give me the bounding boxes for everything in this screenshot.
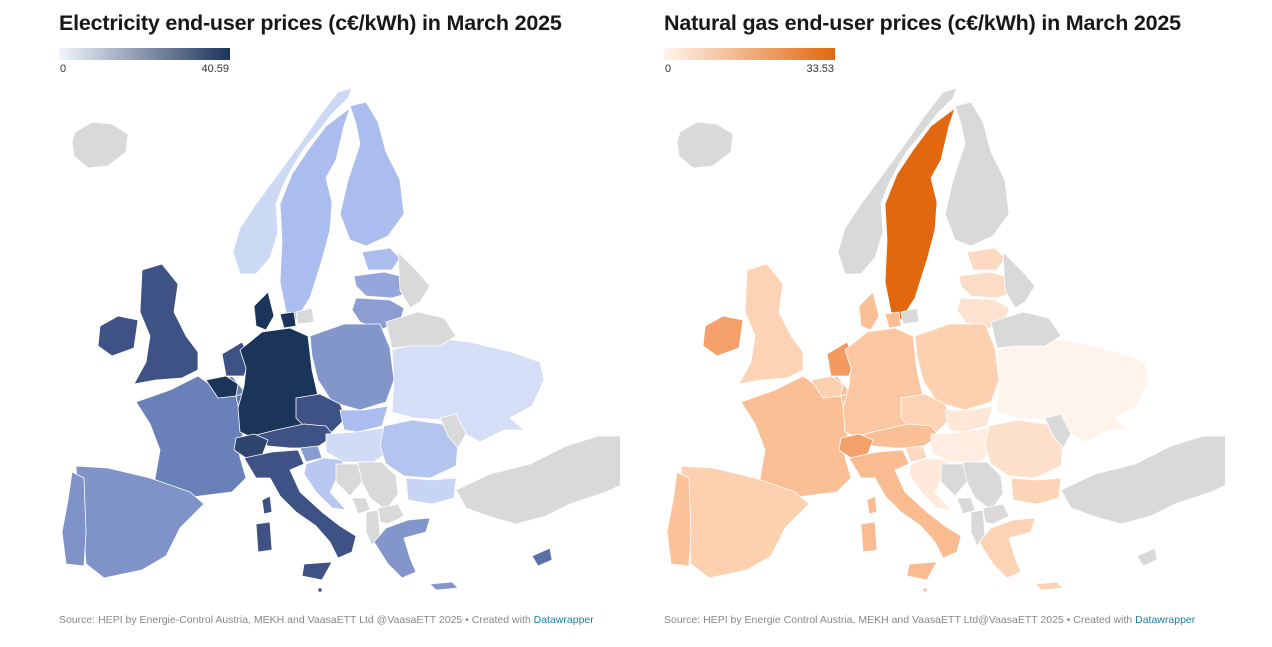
country-romania[interactable] (984, 419, 1064, 479)
country-belgium[interactable] (810, 375, 844, 399)
country-portugal[interactable] (61, 471, 87, 567)
chart-title: Natural gas end-user prices (c€/kWh) in … (664, 11, 1181, 35)
country-ukraine[interactable] (996, 337, 1150, 443)
legend-max-label: 33.53 (806, 63, 834, 75)
source-note: Source: HEPI by Energie-Control Austria,… (59, 614, 594, 626)
country-latvia[interactable] (353, 271, 413, 299)
country-russia[interactable] (900, 251, 1036, 325)
country-norway[interactable] (232, 87, 353, 275)
country-bulgaria[interactable] (1010, 477, 1062, 505)
datawrapper-link[interactable]: Datawrapper (533, 614, 594, 626)
color-legend: 0 33.53 (664, 48, 835, 75)
country-latvia[interactable] (958, 271, 1018, 299)
country-russia[interactable] (295, 251, 431, 325)
country-north-macedonia[interactable] (982, 503, 1010, 525)
country-denmark[interactable] (253, 291, 297, 331)
country-uk[interactable] (738, 263, 804, 385)
country-slovenia[interactable] (904, 445, 928, 463)
country-malta[interactable] (922, 587, 928, 593)
country-czechia[interactable] (295, 393, 347, 433)
europe-map (61, 87, 620, 593)
country-greece[interactable] (373, 517, 459, 591)
europe-map (666, 87, 1225, 593)
country-iceland[interactable] (71, 121, 129, 169)
electricity-map-panel: Electricity end-user prices (c€/kWh) in … (0, 0, 620, 647)
source-text: Source: HEPI by Energie-Control Austria,… (59, 614, 534, 626)
color-legend: 0 40.59 (59, 48, 230, 75)
country-malta[interactable] (317, 587, 323, 593)
country-iceland[interactable] (676, 121, 734, 169)
legend-max-label: 40.59 (201, 63, 229, 75)
country-uk[interactable] (133, 263, 199, 385)
country-czechia[interactable] (900, 393, 952, 433)
country-bosnia[interactable] (940, 463, 968, 497)
country-sweden[interactable] (279, 107, 351, 321)
country-moldova[interactable] (1044, 413, 1072, 449)
country-italy[interactable] (848, 449, 962, 581)
country-north-macedonia[interactable] (377, 503, 405, 525)
country-belgium[interactable] (205, 375, 239, 399)
country-france[interactable] (135, 375, 249, 501)
country-poland[interactable] (914, 323, 1000, 411)
country-denmark[interactable] (858, 291, 902, 331)
country-portugal[interactable] (666, 471, 692, 567)
country-greece[interactable] (978, 517, 1064, 591)
datawrapper-link[interactable]: Datawrapper (1135, 614, 1196, 626)
country-france[interactable] (740, 375, 854, 501)
legend-gradient (59, 48, 230, 60)
country-montenegro[interactable] (351, 497, 371, 515)
country-sweden[interactable] (884, 107, 956, 321)
country-italy[interactable] (243, 449, 357, 581)
country-belarus[interactable] (990, 311, 1062, 349)
legend-gradient (664, 48, 835, 60)
country-ireland[interactable] (702, 315, 744, 357)
country-montenegro[interactable] (956, 497, 976, 515)
country-croatia[interactable] (303, 457, 347, 511)
source-text: Source: HEPI by Energie Control Austria,… (664, 614, 1136, 626)
country-ukraine[interactable] (391, 337, 545, 443)
country-belarus[interactable] (385, 311, 457, 349)
country-romania[interactable] (379, 419, 459, 479)
country-finland[interactable] (339, 101, 405, 247)
country-finland[interactable] (944, 101, 1010, 247)
country-norway[interactable] (837, 87, 958, 275)
country-cyprus[interactable] (1136, 547, 1158, 567)
country-croatia[interactable] (908, 457, 952, 511)
country-cyprus[interactable] (531, 547, 553, 567)
country-bosnia[interactable] (335, 463, 363, 497)
legend-min-label: 0 (60, 63, 67, 75)
country-bulgaria[interactable] (405, 477, 457, 505)
country-estonia[interactable] (966, 247, 1006, 271)
country-slovakia[interactable] (944, 405, 994, 433)
country-ireland[interactable] (97, 315, 139, 357)
country-poland[interactable] (309, 323, 395, 411)
country-turkey[interactable] (455, 435, 620, 525)
source-note: Source: HEPI by Energie Control Austria,… (664, 614, 1195, 626)
country-slovakia[interactable] (339, 405, 389, 433)
chart-title: Electricity end-user prices (c€/kWh) in … (59, 11, 562, 35)
country-estonia[interactable] (361, 247, 401, 271)
country-slovenia[interactable] (299, 445, 323, 463)
country-moldova[interactable] (439, 413, 467, 449)
country-turkey[interactable] (1060, 435, 1225, 525)
legend-min-label: 0 (665, 63, 672, 75)
gas-map-panel: Natural gas end-user prices (c€/kWh) in … (605, 0, 1225, 647)
